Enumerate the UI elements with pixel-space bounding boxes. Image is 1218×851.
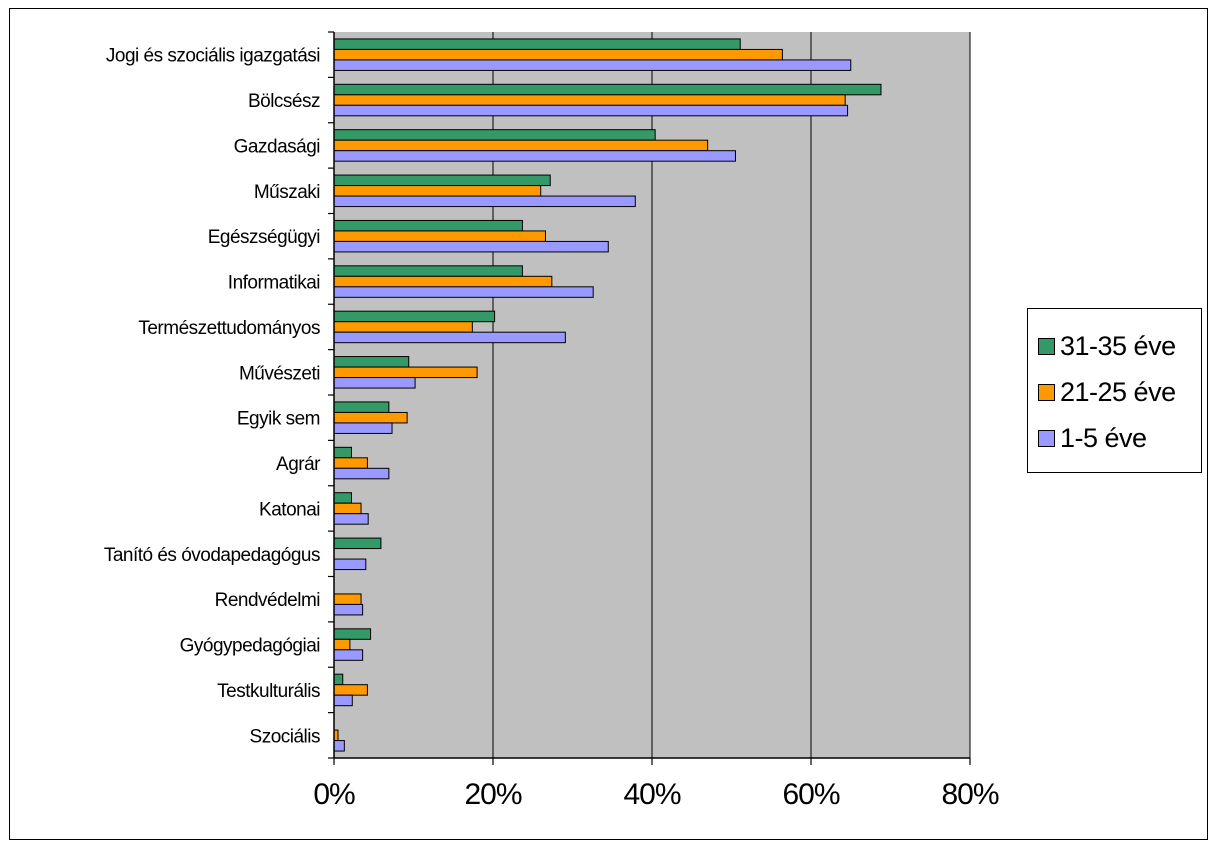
bar-1-4 [333, 174, 551, 187]
bar-1-15 [333, 673, 344, 686]
bar-2-11 [333, 502, 362, 515]
x-tick-label: 0% [313, 778, 355, 811]
category-labels: Jogi és szociális igazgatási Bölcsész Gazd… [104, 46, 322, 748]
bar-1-1 [333, 38, 741, 50]
bar-1-7 [333, 310, 496, 323]
bar-2-9 [333, 411, 408, 424]
legend-label-series-2: 21-25 éve [1060, 376, 1176, 407]
bar-2-7 [333, 321, 473, 333]
bar-2-14 [333, 638, 351, 651]
category-label: Testkulturális [217, 681, 320, 702]
category-label: Természettudományos [138, 318, 320, 339]
category-label: Szociális [250, 726, 320, 747]
bar-3-13 [333, 603, 364, 616]
category-label: Jogi és szociális igazgatási [106, 46, 320, 67]
bar-1-10 [333, 446, 352, 459]
bar-2-4 [333, 185, 542, 197]
category-label: Egészségügyi [208, 227, 320, 248]
category-label: Katonai [259, 499, 320, 520]
bar-3-6 [333, 286, 594, 298]
bar-3-1 [333, 59, 852, 71]
category-label: Műszaki [254, 182, 320, 203]
category-label: Tanító és óvodapedagógus [104, 545, 320, 566]
bar-1-12 [333, 537, 382, 550]
bar-2-13 [333, 593, 362, 605]
bar-2-2 [333, 94, 846, 106]
legend-item-series-2: 21-25 éve [1038, 369, 1201, 415]
bar-2-10 [333, 457, 368, 469]
bar-2-15 [333, 684, 368, 696]
bar-3-9 [333, 422, 393, 434]
bar-3-12 [333, 558, 367, 571]
bar-1-9 [333, 401, 390, 413]
bar-2-5 [333, 230, 546, 242]
bar-1-2 [333, 83, 882, 96]
legend-label-series-3: 1-5 éve [1060, 422, 1147, 453]
bar-2-6 [333, 275, 553, 288]
x-tick-label: 20% [464, 778, 521, 811]
bar-3-10 [333, 467, 390, 480]
axes [328, 31, 971, 765]
bar-1-11 [333, 492, 352, 504]
x-tick-label: 60% [782, 778, 839, 811]
bar-3-7 [333, 331, 566, 344]
bar-1-6 [333, 265, 523, 277]
category-label: Művészeti [239, 363, 320, 384]
category-label: Informatikai [228, 273, 320, 294]
bar-3-16 [333, 740, 345, 752]
category-label: Agrár [276, 454, 321, 475]
legend-swatch-series-1 [1038, 337, 1055, 355]
bar-2-3 [333, 139, 709, 152]
x-tick-label: 80% [941, 778, 998, 811]
legend-label-series-1: 31-35 éve [1060, 330, 1176, 361]
x-tick-label: 40% [623, 778, 680, 811]
category-label: Bölcsész [248, 91, 320, 112]
bar-1-3 [333, 129, 656, 141]
legend-item-series-3: 1-5 éve [1038, 415, 1201, 461]
bar-3-15 [333, 694, 353, 707]
bar-3-2 [333, 104, 849, 117]
category-label: Egyik sem [237, 409, 320, 430]
bar-3-14 [333, 649, 364, 661]
bar-3-5 [333, 240, 609, 253]
bar-3-8 [333, 377, 416, 389]
bar-3-11 [333, 513, 369, 525]
category-label: Rendvédelmi [215, 590, 320, 611]
bar-1-8 [333, 356, 410, 368]
category-label: Gyógypedagógiai [180, 636, 320, 657]
bar-2-8 [333, 366, 478, 379]
legend: 31-35 éve 21-25 éve 1-5 éve [1027, 308, 1202, 473]
bar-3-4 [333, 195, 636, 208]
bar-2-1 [333, 48, 783, 61]
legend-item-series-1: 31-35 éve [1038, 323, 1201, 369]
bars [333, 38, 882, 752]
legend-swatch-series-2 [1038, 383, 1055, 401]
legend-swatch-series-3 [1038, 429, 1055, 447]
bar-3-3 [333, 150, 736, 162]
category-label: Gazdasági [234, 136, 320, 157]
bar-1-14 [333, 628, 372, 640]
bar-1-5 [333, 219, 523, 232]
x-tick-labels: 0% 20% 40% 60% 80% [313, 778, 1000, 811]
